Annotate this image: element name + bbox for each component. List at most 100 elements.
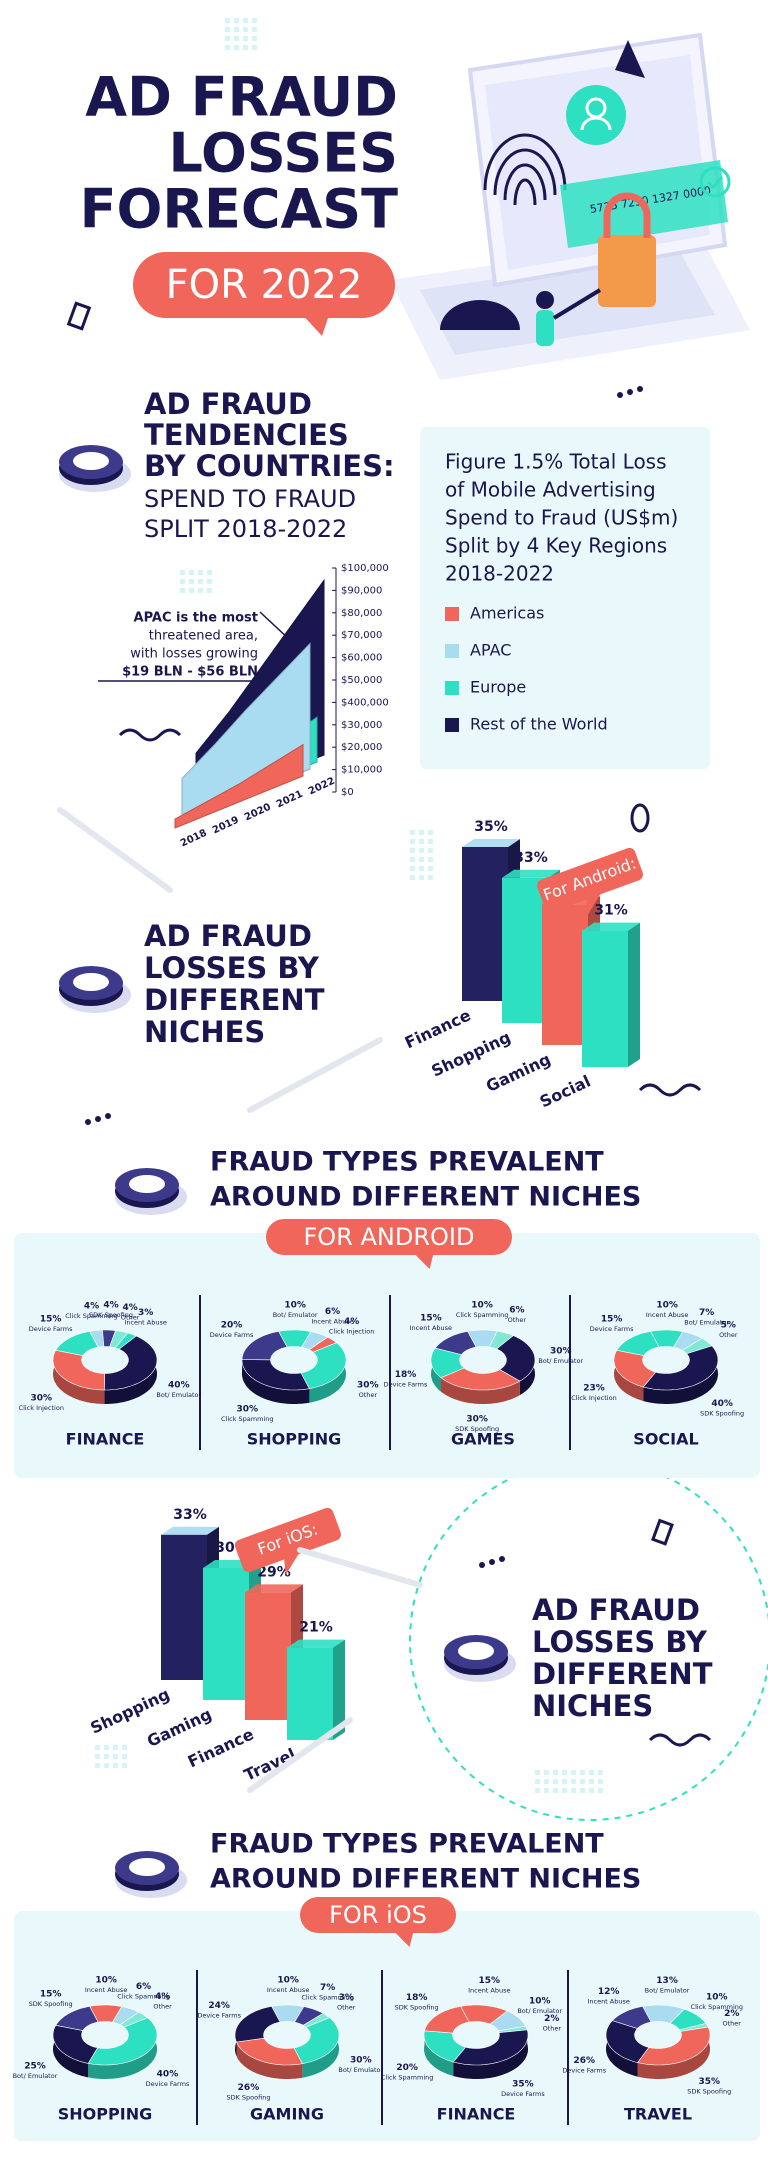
decor-dots: [419, 848, 424, 853]
decor-dots: [571, 1779, 576, 1784]
y-tick-label: $90,000: [341, 585, 382, 596]
title-line: LOSSES: [168, 122, 398, 185]
person: [536, 310, 554, 346]
chart-title: TRAVEL: [624, 2105, 692, 2124]
badge-text: FOR 2022: [166, 262, 363, 308]
segment-label: Other: [337, 2003, 356, 2011]
decor-dots: [535, 1770, 540, 1775]
value-label: 6%: [136, 1982, 151, 1992]
fingerprint: [483, 133, 567, 206]
decor-dots: [589, 1779, 594, 1784]
segment-label: Device Farms: [384, 1381, 428, 1389]
value-label: 30%: [350, 2056, 372, 2066]
segment-label: Device Farms: [562, 2066, 606, 2074]
icon-hole: [458, 1642, 494, 1660]
decor-dots: [598, 1779, 603, 1784]
decor-dots: [580, 1779, 585, 1784]
section-heading: SPEND TO FRAUD: [144, 485, 356, 513]
badge-tail: [413, 1253, 434, 1269]
segment-label: Incent Abuse: [587, 1997, 629, 2005]
decor-dots: [180, 579, 185, 584]
donut-segment: [434, 1330, 477, 1356]
donut-segment: [234, 2005, 281, 2043]
decor-dots: [419, 857, 424, 862]
decor: [66, 301, 92, 331]
segment-label: Click Injection: [329, 1327, 374, 1335]
segment-label: Click Spamming: [381, 2073, 434, 2081]
decor-dots: [535, 1779, 540, 1784]
user-badge: [566, 85, 626, 145]
segment-label: Bot/ Emulator: [538, 1357, 583, 1365]
section-heading: DIFFERENT: [144, 983, 325, 1017]
decor-dots: [225, 45, 230, 50]
x-tick-label: 2022: [307, 776, 337, 798]
segment-label: Device Farms: [146, 2080, 190, 2088]
decor-ring: [630, 803, 650, 833]
segment-label: Other: [153, 2002, 172, 2010]
value-label: 35%: [474, 819, 508, 835]
value-label: 40%: [711, 1399, 733, 1409]
donut-segment: [55, 2005, 99, 2031]
y-tick-label: $30,000: [341, 720, 382, 731]
segment-label: SDK Spoofing: [29, 2000, 73, 2008]
value-label: 2%: [724, 2009, 739, 2019]
donut-segment: [611, 2005, 652, 2029]
segment-label: Device Farms: [29, 1325, 73, 1333]
annotation: with losses growing: [130, 647, 258, 662]
value-label: 6%: [509, 1305, 524, 1315]
bar: [161, 1534, 207, 1680]
section-heading: AD FRAUD: [532, 1593, 700, 1627]
decor-dots: [571, 1770, 576, 1775]
segment-label: SDK Spoofing: [700, 1410, 744, 1418]
x-tick-label: 2018: [179, 828, 209, 850]
decor-dots: [122, 1763, 127, 1768]
chart-title: Spend to Fraud (US$m): [445, 506, 678, 530]
icon-hole: [73, 973, 109, 991]
section-heading: AD FRAUD: [144, 387, 312, 421]
decor-arrow: [297, 1547, 423, 1588]
segment-label: Bot/ Emulator: [645, 1986, 690, 1994]
x-tick-label: 2020: [243, 802, 273, 824]
segment-label: SDK Spoofing: [226, 2093, 270, 2101]
decor-dots: [410, 866, 415, 871]
decor-dots: [419, 830, 424, 835]
icon-hole: [73, 452, 109, 470]
value-label: 4%: [84, 1301, 99, 1311]
decor-dots: [189, 579, 194, 584]
decor-dots: [198, 588, 203, 593]
decor-dots: [207, 588, 212, 593]
decor-dot: [105, 1113, 111, 1119]
decor: [440, 300, 520, 330]
bar: [245, 1592, 291, 1720]
section-heading: NICHES: [532, 1689, 653, 1723]
decor-wave: [118, 728, 182, 742]
padlock-shackle: [603, 192, 651, 238]
value-label: 10%: [95, 1976, 117, 1986]
value-label: 15%: [601, 1315, 623, 1325]
legend-label: Europe: [470, 678, 526, 697]
decor-dots: [234, 36, 239, 41]
bubble-bg: [235, 1507, 341, 1573]
decor: [615, 40, 645, 78]
segment-label: Incent Abuse: [646, 1311, 688, 1319]
donut-side: [643, 1345, 718, 1404]
decor-dots: [104, 1763, 109, 1768]
key: [552, 288, 602, 320]
decor-dots: [198, 579, 203, 584]
section-heading: AROUND DIFFERENT NICHES: [210, 1864, 641, 1895]
decor-dots: [234, 18, 239, 23]
donut-side: [53, 1350, 105, 1404]
value-label: 18%: [395, 1370, 417, 1380]
segment-label: Click Spamming: [691, 2003, 744, 2011]
value-label: 12%: [598, 1987, 620, 1997]
bar-side: [333, 1639, 345, 1740]
laptop-illustration: 5725 7230 1327 0000: [66, 32, 750, 380]
decor-dots: [410, 857, 415, 862]
decor-dots: [225, 27, 230, 32]
segment-label: Device Farms: [210, 1331, 254, 1339]
bar: [502, 877, 548, 1023]
chart-title: 2018-2022: [445, 562, 554, 586]
value-label: 21%: [299, 1620, 333, 1636]
donut-side: [441, 1377, 520, 1404]
